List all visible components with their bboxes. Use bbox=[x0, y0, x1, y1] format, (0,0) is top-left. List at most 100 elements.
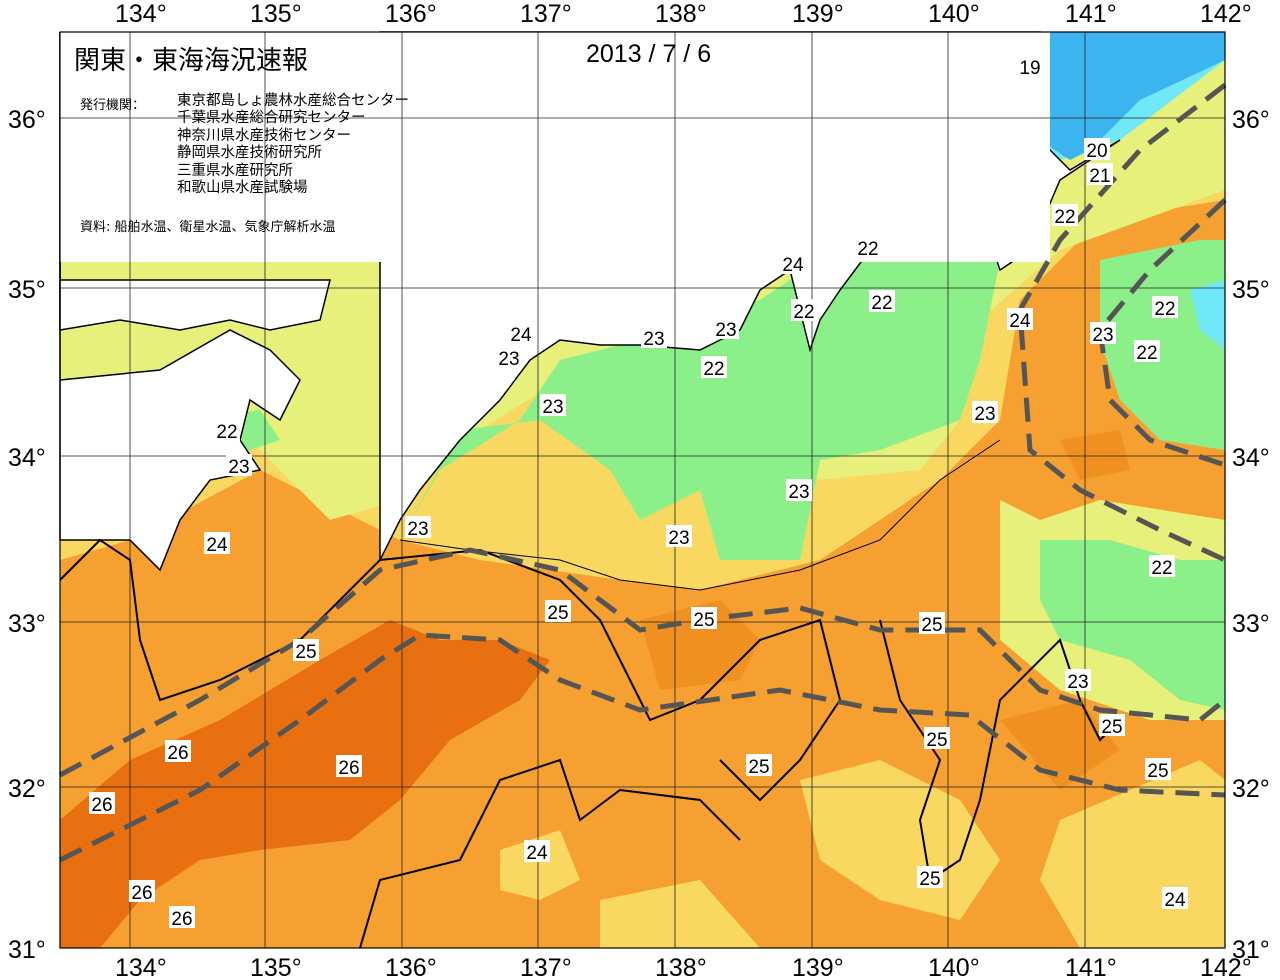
lon-label: 136° bbox=[385, 954, 437, 980]
contour-label: 21 bbox=[1089, 166, 1110, 187]
contour-label: 22 bbox=[857, 239, 878, 260]
lat-label: 34° bbox=[8, 444, 46, 472]
contour-label-bg bbox=[746, 754, 772, 776]
land-awaji bbox=[59, 32, 331, 331]
contour-label: 24 bbox=[526, 843, 548, 864]
contour-label-bg bbox=[1065, 669, 1091, 691]
latitude-labels-left: 36° 35° 34° 33° 32° 31° bbox=[8, 106, 46, 964]
map-date: 2013 / 7 / 6 bbox=[586, 40, 712, 68]
lat-label: 32° bbox=[8, 775, 46, 803]
contour-label: 23 bbox=[974, 404, 995, 425]
contour-label-bg bbox=[169, 906, 195, 928]
contour-label-bg bbox=[713, 317, 739, 339]
contour-label-bg bbox=[786, 479, 812, 501]
contour-label: 26 bbox=[167, 743, 188, 764]
contour-label: 22 bbox=[216, 422, 237, 443]
issuer-label: 発行機関： bbox=[80, 98, 146, 113]
contour-label-bg bbox=[204, 532, 230, 554]
contour-label: 22 bbox=[1151, 558, 1172, 579]
contour-label-bg bbox=[869, 290, 895, 312]
issuer: 東京都島しょ農林水産総合センター bbox=[177, 93, 409, 109]
lat-label: 33° bbox=[1232, 610, 1270, 638]
contour-label-bg bbox=[1007, 308, 1033, 330]
contour-label-bg bbox=[1052, 204, 1078, 226]
lon-label: 139° bbox=[792, 0, 844, 28]
lon-label: 134° bbox=[115, 0, 167, 28]
contour-label-bg bbox=[545, 600, 571, 622]
lon-label: 134° bbox=[115, 954, 167, 980]
contour-label: 25 bbox=[1147, 761, 1168, 782]
contour-label: 25 bbox=[748, 757, 769, 778]
contour-label-bg bbox=[336, 755, 362, 777]
contour-label: 22 bbox=[1054, 207, 1075, 228]
contour-label-bg bbox=[540, 394, 566, 416]
contour-label: 24 bbox=[782, 255, 804, 276]
contour-label-bg bbox=[524, 840, 550, 862]
lat-label: 31° bbox=[8, 936, 46, 964]
contour-label: 25 bbox=[921, 615, 942, 636]
land-interior bbox=[60, 32, 1050, 262]
lon-label: 142° bbox=[1200, 954, 1252, 980]
contour-label-bg bbox=[214, 419, 240, 441]
contour-label: 26 bbox=[171, 909, 192, 930]
map-title: 関東・東海海況速報 bbox=[74, 46, 309, 76]
warm-water-edge bbox=[1017, 83, 1227, 563]
lat-label: 33° bbox=[8, 610, 46, 638]
contour-label-bg bbox=[1099, 714, 1125, 736]
contour-label: 22 bbox=[1136, 343, 1157, 364]
lat-label: 31° bbox=[1232, 936, 1270, 964]
contour-label: 23 bbox=[668, 528, 689, 549]
sea-area-22-east bbox=[180, 240, 1225, 710]
issuer: 神奈川県水産技術センター bbox=[177, 127, 351, 144]
lon-label: 140° bbox=[928, 954, 980, 980]
contour-label: 26 bbox=[131, 883, 152, 904]
lon-label: 141° bbox=[1065, 954, 1117, 980]
contour-label-bg bbox=[293, 639, 319, 661]
sea-area-24-south bbox=[500, 760, 1225, 948]
lon-label: 142° bbox=[1200, 0, 1252, 28]
contour-label-bg bbox=[972, 401, 998, 423]
contour-label-bg bbox=[917, 866, 943, 888]
contour-label: 26 bbox=[338, 758, 359, 779]
contour-25c bbox=[359, 758, 741, 949]
contour-label-bg bbox=[1145, 758, 1171, 780]
contour-label-bg bbox=[165, 740, 191, 762]
lon-label: 141° bbox=[1065, 0, 1117, 28]
issuer: 三重県水産研究所 bbox=[177, 162, 293, 179]
sea-area-25-dark bbox=[640, 430, 1130, 790]
contour-label: 23 bbox=[715, 320, 736, 341]
contour-label-bg bbox=[691, 607, 717, 629]
contour-label-bg bbox=[89, 792, 115, 814]
lat-label: 34° bbox=[1232, 444, 1270, 472]
contour-label-bg bbox=[1017, 55, 1043, 77]
sea-area-22 bbox=[400, 220, 1000, 560]
contour-label: 23 bbox=[643, 329, 664, 350]
contour-labels: 19 20 21 22 24 22 22 22 24 23 22 22 23 24 23 23 22 22 23 23… bbox=[89, 55, 1188, 930]
contour-label-bg bbox=[226, 454, 252, 476]
contour-label: 19 bbox=[1019, 58, 1040, 79]
contour-label-bg bbox=[780, 252, 806, 274]
contour-label: 23 bbox=[542, 397, 563, 418]
contour-label-bg bbox=[641, 326, 667, 348]
contour-label-bg bbox=[1149, 555, 1175, 577]
lon-label: 137° bbox=[520, 954, 572, 980]
lon-label: 137° bbox=[520, 0, 572, 28]
lat-label: 36° bbox=[8, 106, 46, 134]
contour-label: 22 bbox=[703, 359, 724, 380]
contour-label: 24 bbox=[206, 535, 228, 556]
contour-25b bbox=[879, 619, 1121, 882]
lat-label: 35° bbox=[1232, 276, 1270, 304]
issuer: 和歌山県水産試験場 bbox=[177, 180, 308, 197]
contour-label: 23 bbox=[1092, 325, 1113, 346]
contour-label: 23 bbox=[498, 349, 519, 370]
data-source: 資料: 船舶水温、衛星水温、気象庁解析水温 bbox=[80, 220, 336, 235]
contour-label-bg bbox=[496, 346, 522, 368]
contour-label-bg bbox=[666, 525, 692, 547]
contour-label-bg bbox=[791, 299, 817, 321]
issuer-list: 東京都島しょ農林水産総合センター 千葉県水産総合研究センター 神奈川県水産技術セ… bbox=[177, 93, 409, 197]
issuer: 千葉県水産総合研究センター bbox=[177, 110, 366, 127]
contour-label-bg bbox=[129, 880, 155, 902]
kuroshio-south-edge bbox=[58, 632, 1226, 863]
lon-label: 135° bbox=[250, 0, 302, 28]
